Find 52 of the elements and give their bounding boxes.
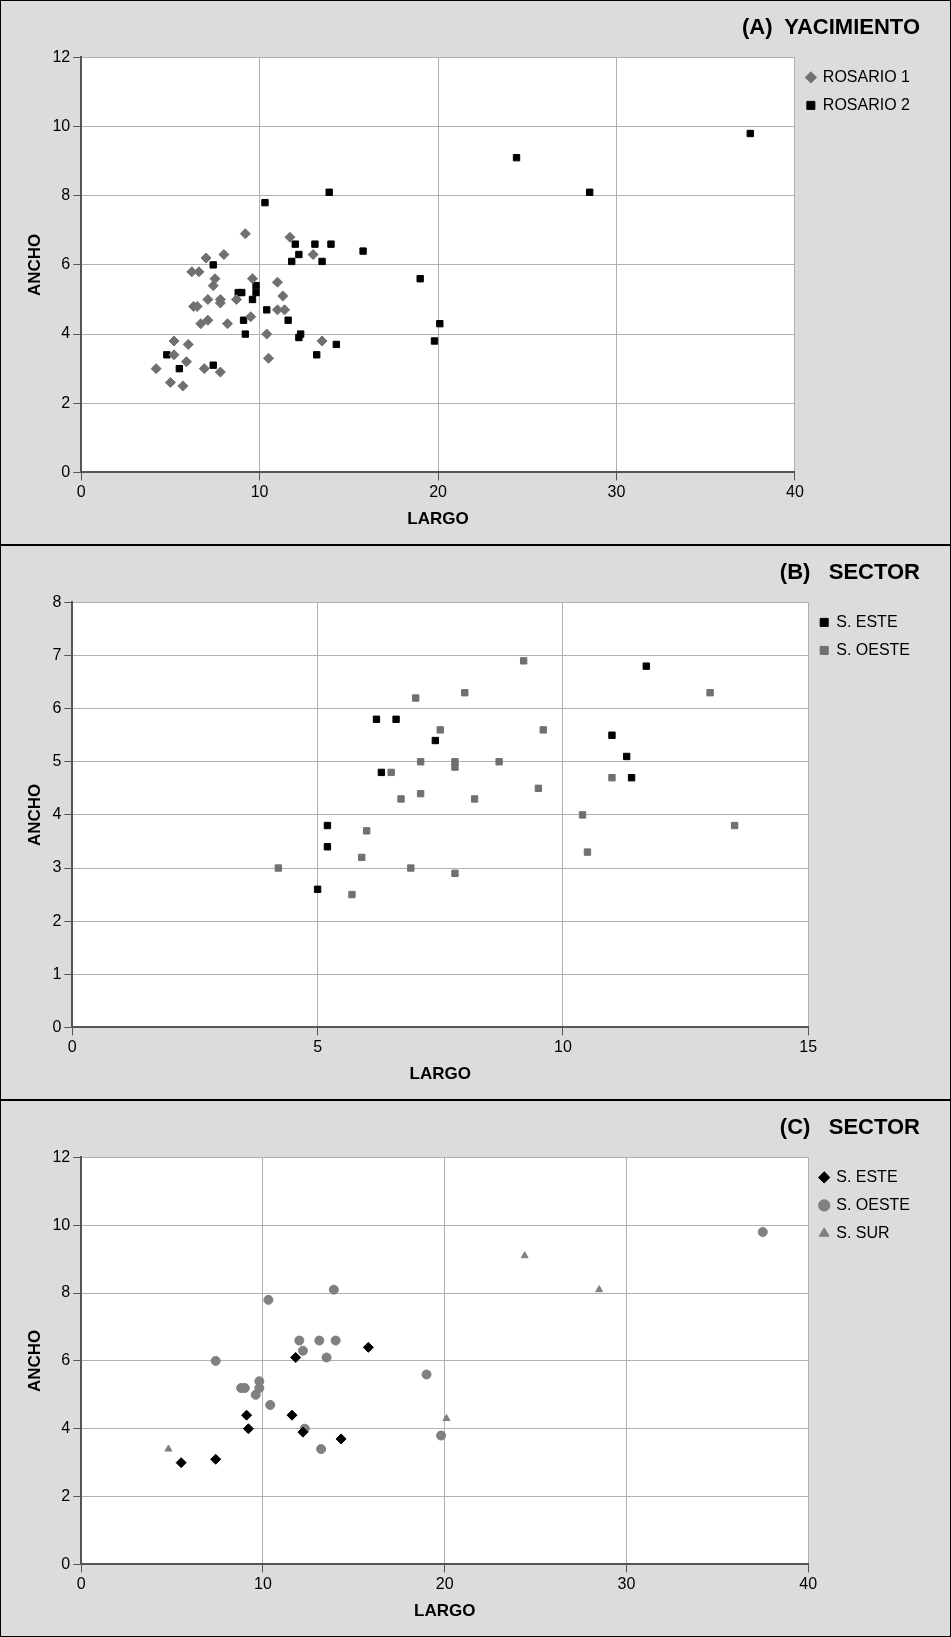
x-axis-title: LARGO (409, 1064, 471, 1084)
chart-title: (A) YACIMIENTO (741, 14, 920, 40)
y-tick-label: 10 (52, 116, 71, 134)
legend-label: ROSARIO 1 (822, 67, 911, 85)
x-tick-label: 15 (799, 1038, 818, 1056)
chart-title: (B) SECTOR (779, 559, 921, 585)
y-tick-label: 6 (61, 255, 71, 273)
x-tick-label: 10 (254, 1575, 272, 1593)
x-tick-label: 30 (617, 1575, 636, 1593)
y-axis-title: ANCHO (24, 233, 44, 297)
y-tick-label: 2 (61, 393, 71, 411)
y-tick-label: 8 (61, 1283, 71, 1301)
y-tick-label: 8 (52, 592, 62, 610)
y-tick-label: 6 (61, 1351, 71, 1369)
legend-label: ROSARIO 2 (822, 95, 911, 113)
legend-label: S. OESTE (836, 640, 910, 658)
x-tick-label: 5 (313, 1038, 323, 1056)
y-tick-label: 12 (52, 47, 71, 65)
y-tick-label: 0 (61, 1554, 71, 1572)
y-tick-label: 12 (52, 1147, 71, 1165)
x-tick-label: 10 (554, 1038, 572, 1056)
y-tick-label: 10 (52, 1215, 71, 1233)
legend-label: S. ESTE (836, 1167, 898, 1185)
y-tick-label: 6 (52, 699, 62, 717)
y-tick-label: 0 (52, 1017, 62, 1035)
y-axis-title: ANCHO (24, 1329, 44, 1393)
y-tick-label: 4 (61, 1419, 71, 1437)
x-tick-label: 20 (435, 1575, 454, 1593)
x-tick-label: 40 (785, 483, 804, 501)
legend-label: S. ESTE (836, 612, 898, 630)
y-tick-label: 5 (52, 752, 62, 770)
x-axis-title: LARGO (407, 509, 469, 529)
y-tick-label: 7 (52, 645, 62, 663)
chart-title: (C) SECTOR (779, 1114, 921, 1140)
y-tick-label: 2 (52, 911, 62, 929)
y-tick-label: 1 (52, 964, 62, 982)
x-tick-label: 0 (76, 483, 86, 501)
y-tick-label: 4 (52, 805, 62, 823)
y-tick-label: 2 (61, 1486, 71, 1504)
y-axis-title: ANCHO (24, 783, 44, 847)
x-tick-label: 40 (799, 1575, 818, 1593)
x-tick-label: 30 (607, 483, 626, 501)
x-tick-label: 20 (429, 483, 448, 501)
x-tick-label: 10 (250, 483, 269, 501)
y-tick-label: 3 (52, 858, 62, 876)
legend-label: S. OESTE (836, 1195, 910, 1213)
y-tick-label: 4 (61, 324, 71, 342)
x-tick-label: 0 (76, 1575, 86, 1593)
x-axis-title: LARGO (414, 1601, 476, 1621)
y-tick-label: 0 (61, 462, 71, 480)
y-tick-label: 8 (61, 186, 71, 204)
legend-label: S. SUR (836, 1223, 890, 1241)
